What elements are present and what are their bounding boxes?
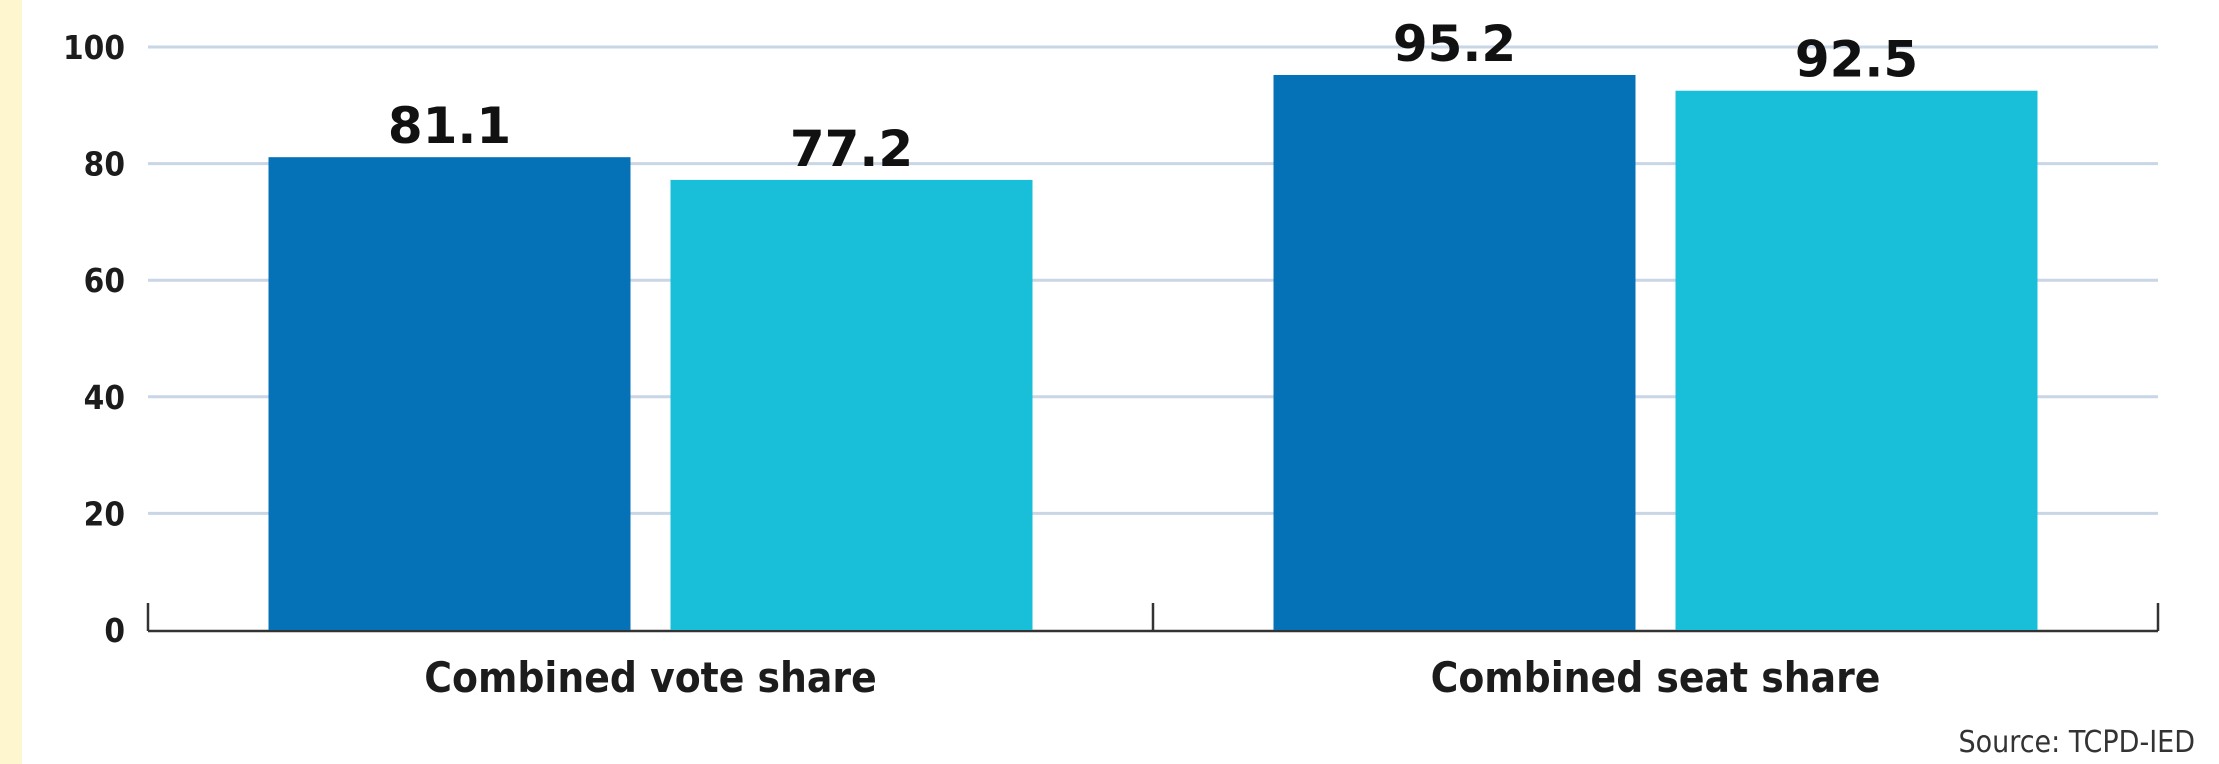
bar bbox=[670, 179, 1033, 630]
category-label: Combined seat share bbox=[1431, 653, 1881, 702]
bar bbox=[1273, 74, 1636, 630]
bars bbox=[268, 74, 2038, 631]
y-axis-ticks: 0 20 40 60 80 100 bbox=[63, 28, 125, 650]
bar bbox=[1675, 90, 2038, 631]
bar bbox=[268, 157, 631, 630]
data-label: 81.1 bbox=[388, 97, 511, 155]
category-label: Combined vote share bbox=[424, 653, 876, 702]
data-labels: 81.1 77.2 95.2 92.5 bbox=[388, 15, 1918, 178]
category-labels: Combined vote share Combined seat share bbox=[424, 653, 1880, 702]
y-tick-label: 80 bbox=[84, 145, 125, 184]
source-note: Source: TCPD-IED bbox=[1959, 725, 2195, 760]
y-tick-label: 40 bbox=[84, 378, 125, 417]
y-tick-label: 20 bbox=[84, 494, 125, 533]
x-axis bbox=[146, 603, 2160, 633]
y-tick-label: 60 bbox=[84, 261, 125, 300]
data-label: 77.2 bbox=[790, 120, 913, 178]
left-accent-strip bbox=[0, 0, 22, 764]
data-label: 92.5 bbox=[1795, 31, 1918, 89]
y-tick-label: 100 bbox=[63, 28, 125, 67]
y-tick-label: 0 bbox=[104, 611, 125, 650]
data-label: 95.2 bbox=[1393, 15, 1516, 73]
